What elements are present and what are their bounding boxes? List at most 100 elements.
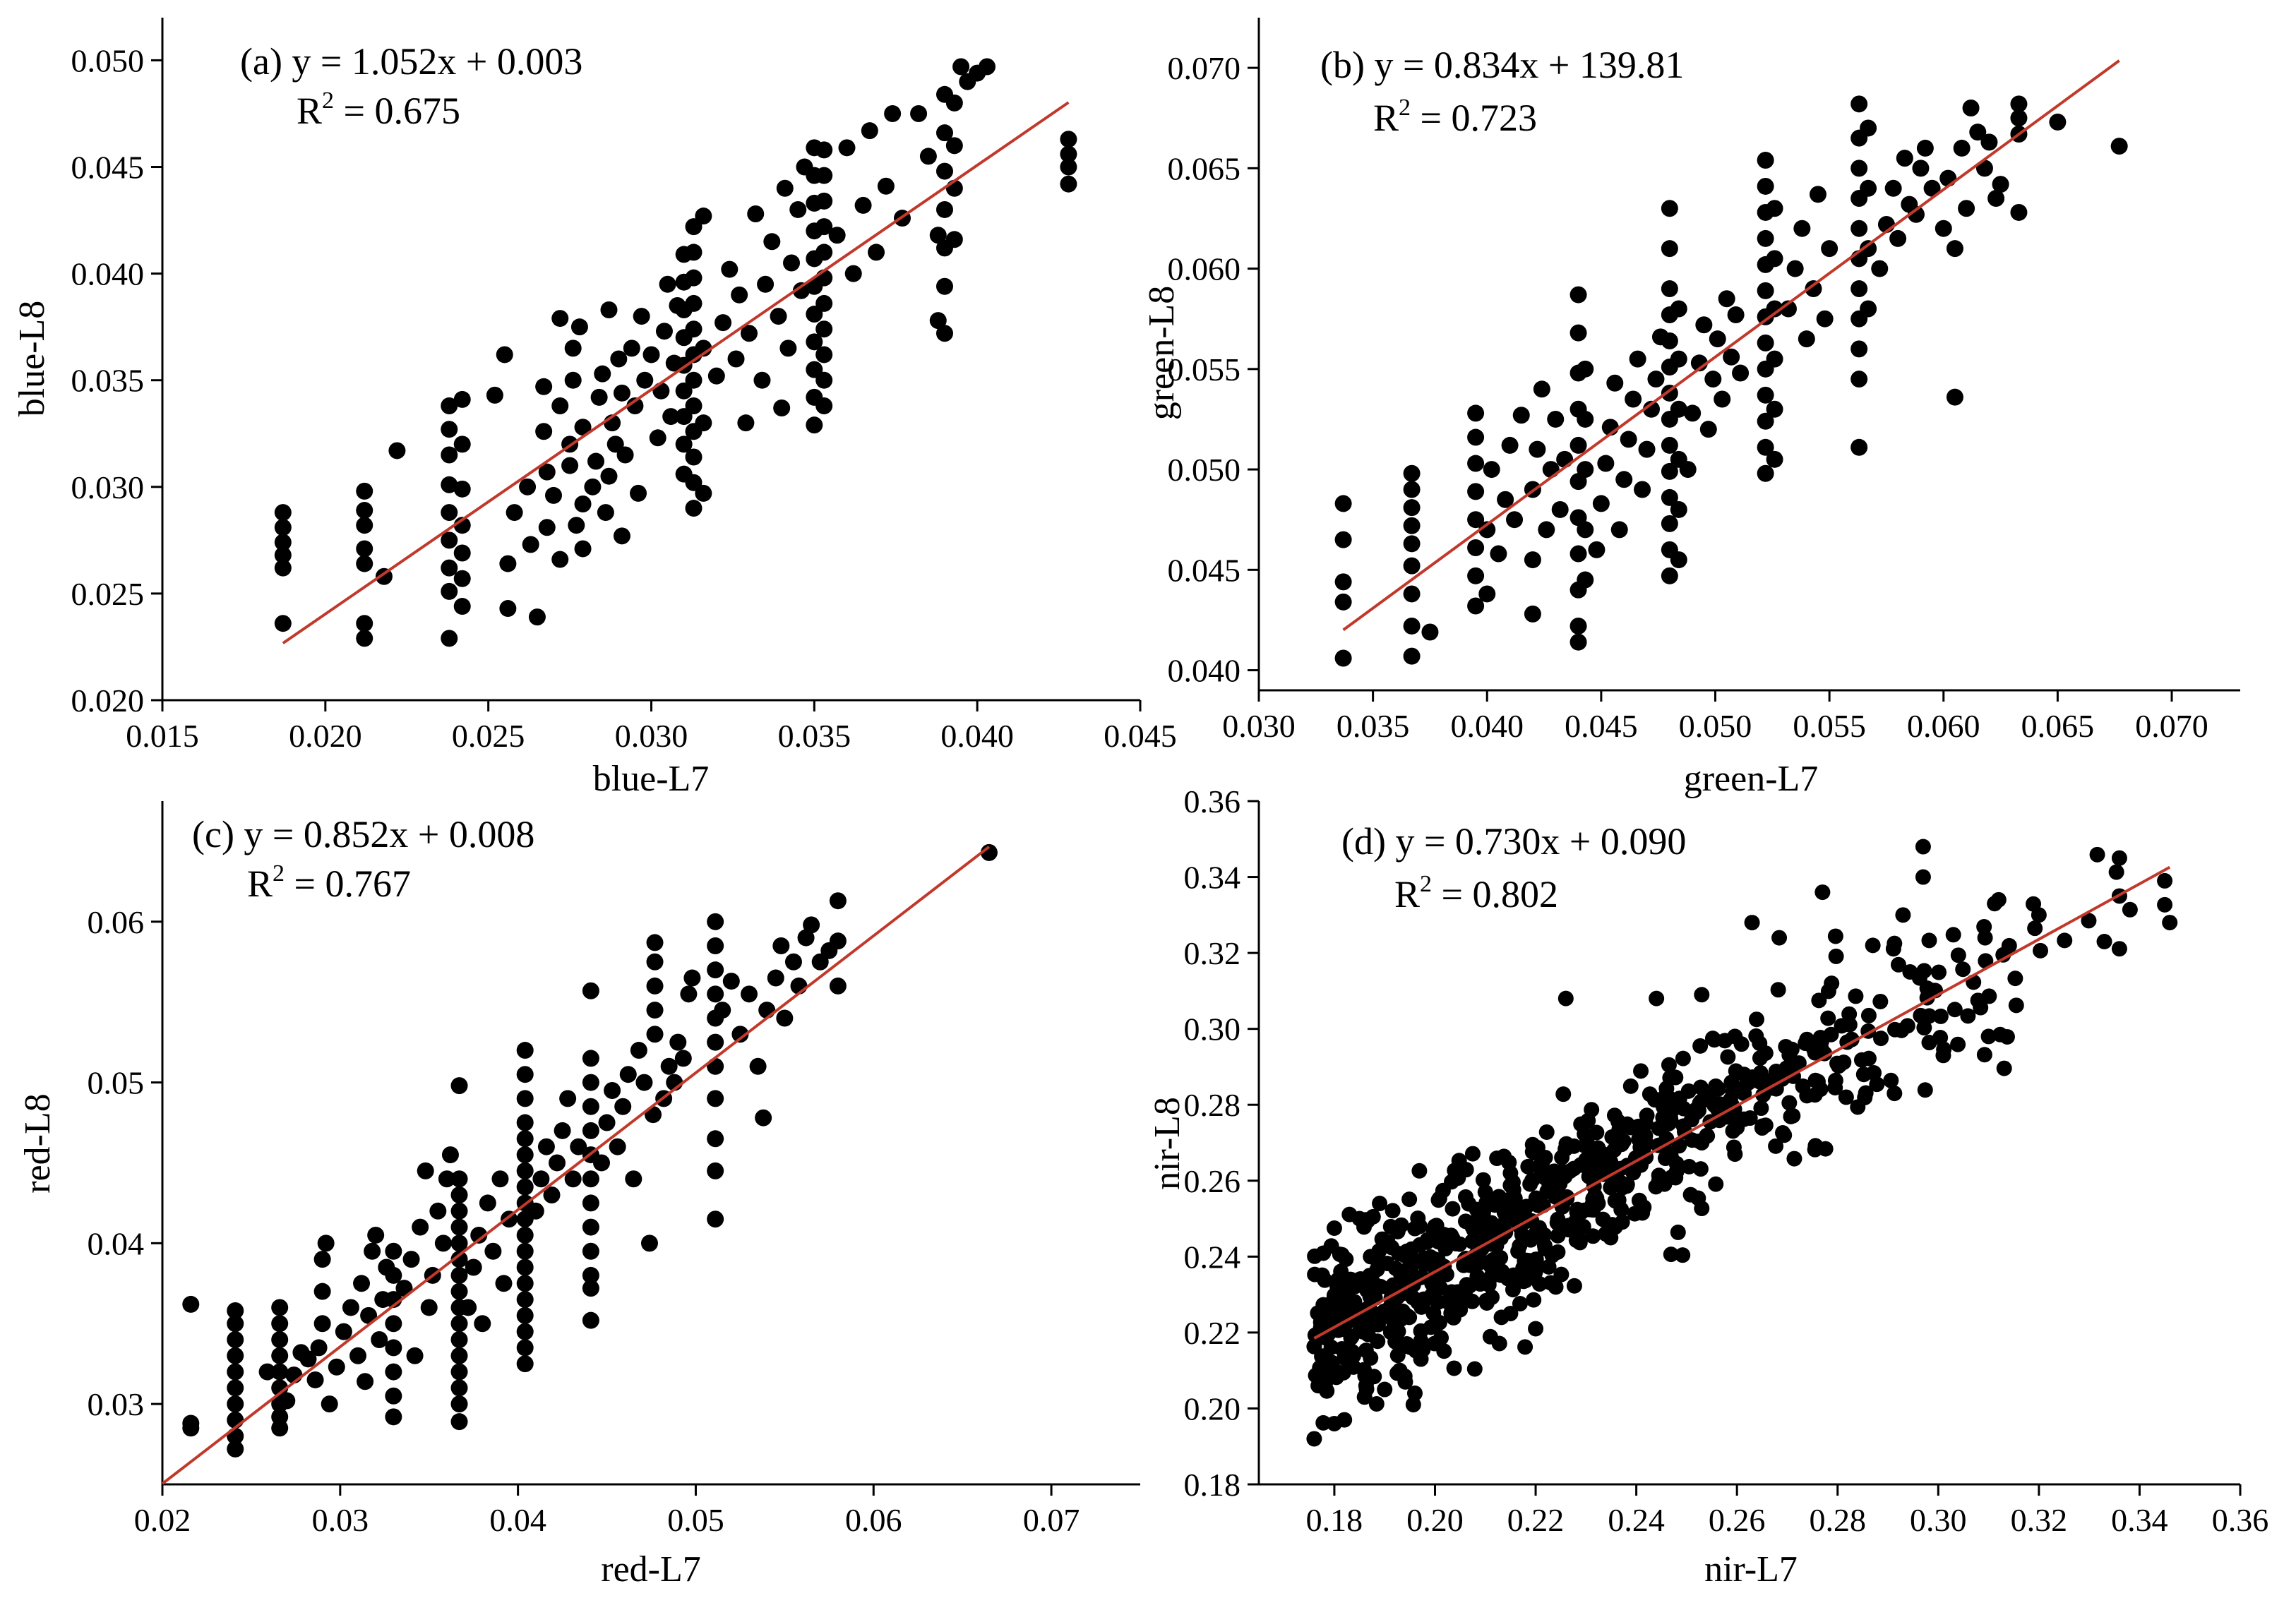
data-point — [2157, 896, 2173, 913]
data-point — [1684, 404, 1702, 422]
data-point — [1915, 839, 1931, 855]
data-point — [662, 408, 680, 426]
data-point — [1334, 593, 1352, 611]
data-point — [1717, 1033, 1733, 1049]
data-point — [721, 260, 739, 278]
data-point — [1860, 179, 1877, 197]
data-point — [356, 555, 373, 572]
data-point — [587, 452, 605, 470]
data-point — [1352, 1271, 1368, 1287]
data-point — [763, 233, 781, 251]
data-point — [815, 141, 833, 159]
data-point — [274, 519, 292, 536]
data-point — [2110, 138, 2128, 155]
data-point — [516, 1355, 534, 1373]
data-point — [356, 540, 373, 558]
data-point — [1615, 471, 1633, 488]
data-point — [784, 953, 802, 971]
data-point — [685, 244, 702, 261]
data-point — [2157, 872, 2173, 889]
r-squared-label: R2 = 0.767 — [247, 860, 411, 905]
data-point — [695, 208, 712, 225]
data-point — [306, 1371, 324, 1388]
data-point — [271, 1347, 289, 1364]
data-point — [1368, 1395, 1385, 1412]
x-tick-label: 0.025 — [452, 718, 525, 754]
data-point — [936, 277, 953, 295]
data-point — [854, 196, 872, 214]
data-point — [1649, 990, 1665, 1007]
data-point — [1334, 649, 1352, 667]
data-point — [1589, 1124, 1605, 1141]
data-point — [749, 1057, 767, 1075]
data-point — [815, 218, 833, 236]
data-point — [2096, 933, 2112, 949]
data-point — [182, 1295, 200, 1313]
data-point — [1670, 300, 1687, 318]
data-point — [2007, 971, 2023, 987]
data-point — [519, 478, 537, 495]
x-tick-label: 0.045 — [1565, 708, 1638, 744]
data-point — [227, 1302, 244, 1320]
data-point — [1317, 1375, 1334, 1391]
data-point — [1482, 1328, 1498, 1345]
data-point — [929, 227, 947, 244]
data-point — [1889, 229, 1907, 247]
data-point — [1775, 1125, 1791, 1141]
data-point — [1757, 386, 1774, 404]
data-point — [1307, 1248, 1323, 1264]
data-point — [1403, 585, 1421, 603]
data-point — [545, 486, 562, 504]
data-point — [1475, 1172, 1491, 1188]
x-tick-label: 0.040 — [940, 718, 1014, 754]
data-point — [1996, 1060, 2012, 1076]
data-point — [1744, 915, 1760, 931]
x-axis-title: green-L7 — [1684, 759, 1819, 799]
data-point — [570, 1138, 587, 1155]
data-point — [385, 1315, 402, 1333]
data-point — [1873, 1031, 1889, 1047]
data-point — [1670, 1224, 1686, 1240]
equation-label: (d) y = 0.730x + 0.090 — [1341, 820, 1686, 863]
data-point — [535, 423, 553, 440]
data-point — [1638, 440, 1656, 458]
data-point — [450, 1395, 468, 1413]
data-point — [1643, 400, 1660, 418]
data-point — [783, 254, 801, 272]
data-point — [884, 104, 902, 122]
x-tick-label: 0.05 — [667, 1502, 724, 1538]
data-point — [815, 397, 833, 414]
data-point — [1342, 1343, 1358, 1359]
data-point — [1467, 511, 1485, 529]
data-point — [1403, 535, 1421, 553]
data-point — [1960, 1008, 1976, 1024]
data-point — [1403, 617, 1421, 635]
data-point — [1695, 316, 1713, 334]
data-point — [1588, 541, 1606, 558]
data-point — [491, 1170, 509, 1188]
data-point — [1423, 1249, 1439, 1265]
data-point — [741, 325, 758, 342]
data-point — [707, 1057, 724, 1075]
data-point — [1541, 1258, 1557, 1275]
data-point — [1620, 431, 1637, 448]
data-point — [1931, 964, 1947, 980]
data-point — [1752, 1035, 1768, 1052]
data-point — [1838, 1089, 1854, 1105]
data-point — [829, 932, 847, 950]
data-point — [1060, 175, 1077, 193]
data-point — [952, 58, 970, 76]
data-point — [1344, 1295, 1360, 1311]
data-point — [465, 1258, 482, 1276]
data-point — [356, 502, 373, 519]
data-point — [1850, 160, 1868, 177]
data-point — [371, 1331, 388, 1349]
data-point — [538, 463, 556, 481]
data-point — [1569, 286, 1587, 304]
data-point — [1671, 1091, 1687, 1107]
data-point — [2010, 203, 2028, 221]
data-point — [1786, 1151, 1802, 1167]
data-point — [1370, 1316, 1386, 1333]
y-tick-label: 0.06 — [88, 904, 145, 940]
data-point — [1478, 585, 1496, 603]
